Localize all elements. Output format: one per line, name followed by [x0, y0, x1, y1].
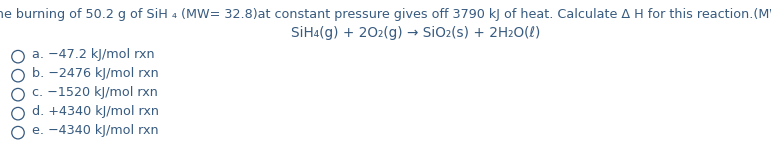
Text: SiH₄(g) + 2O₂(g) → SiO₂(s) + 2H₂O(ℓ): SiH₄(g) + 2O₂(g) → SiO₂(s) + 2H₂O(ℓ): [291, 26, 540, 40]
Text: b. −2476 kJ/mol rxn: b. −2476 kJ/mol rxn: [32, 67, 159, 80]
Text: c. −1520 kJ/mol rxn: c. −1520 kJ/mol rxn: [32, 86, 158, 99]
Text: e. −4340 kJ/mol rxn: e. −4340 kJ/mol rxn: [32, 124, 159, 138]
Text: The burning of 50.2 g of SiH ₄ (MW= 32.8)at constant pressure gives off 3790 kJ : The burning of 50.2 g of SiH ₄ (MW= 32.8…: [0, 8, 771, 21]
Text: a. −47.2 kJ/mol rxn: a. −47.2 kJ/mol rxn: [32, 49, 155, 61]
Text: d. +4340 kJ/mol rxn: d. +4340 kJ/mol rxn: [32, 105, 159, 118]
